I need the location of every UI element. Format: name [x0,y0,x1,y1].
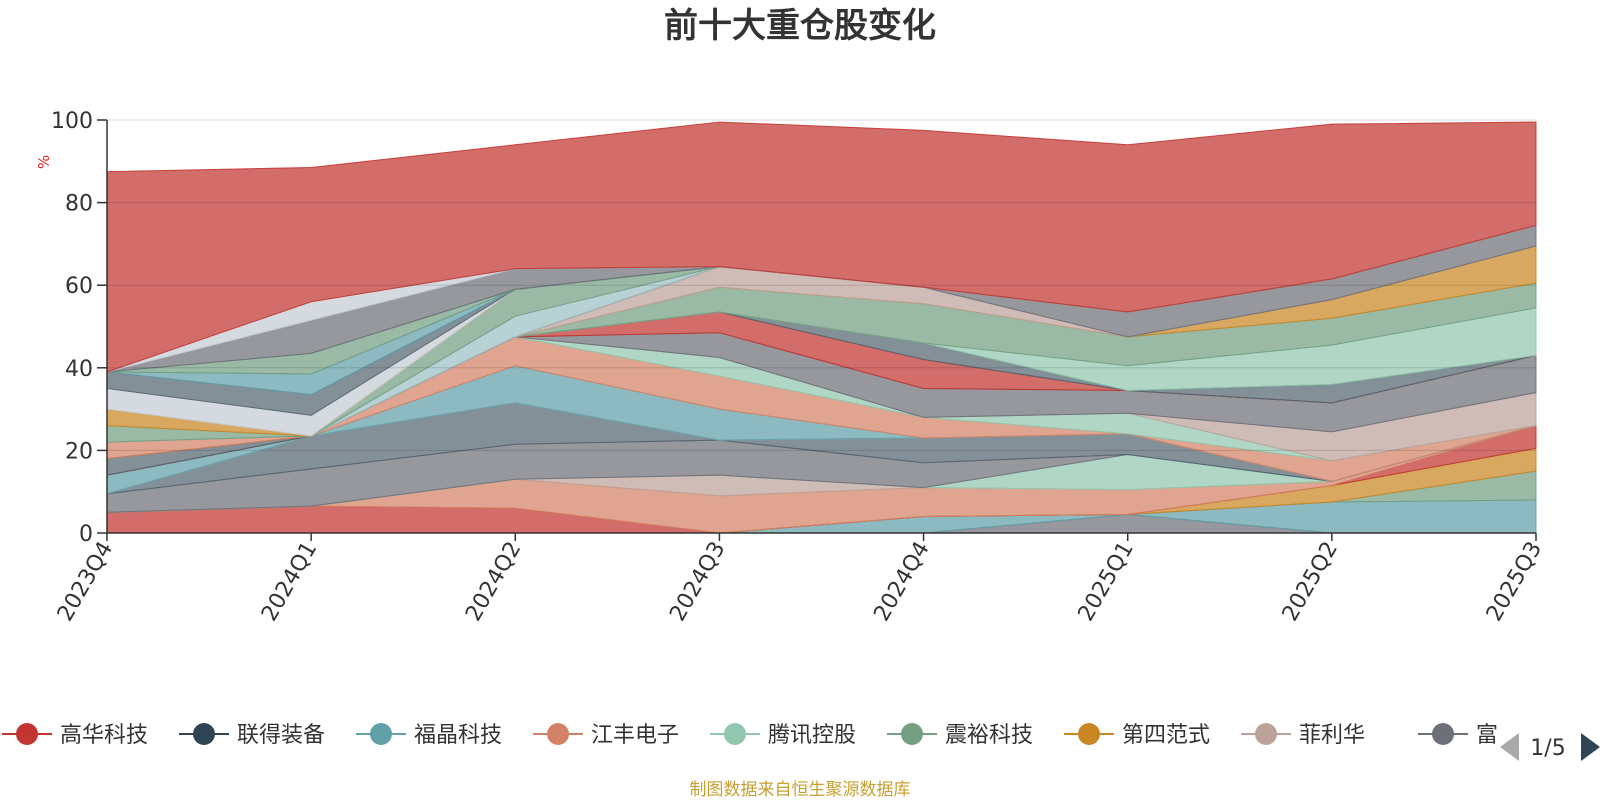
legend-label: 江丰电子 [591,723,679,748]
legend-label: 腾讯控股 [768,723,856,748]
y-tick-label: 80 [65,192,93,217]
legend-label: 震裕科技 [945,723,1033,748]
legend-item[interactable]: 富 [1418,723,1498,748]
legend-label: 高华科技 [60,723,148,748]
x-tick-label: 2025Q3 [1482,538,1547,626]
y-gridlines [107,119,1536,451]
x-tick-label: 2025Q2 [1278,538,1343,626]
x-tick-label: 2024Q3 [665,538,730,626]
x-tick-label: 2024Q2 [461,538,526,626]
legend-label: 福晶科技 [414,723,502,748]
legend-label: 第四范式 [1122,723,1210,748]
area-series-s35 [106,121,1537,373]
legend-item[interactable]: 震裕科技 [887,723,1033,748]
legend-next-icon[interactable] [1581,733,1600,761]
y-axis-label: % [35,155,53,169]
legend-prev-icon[interactable] [1500,733,1519,761]
legend-marker-icon [1078,723,1100,745]
y-tick-label: 0 [79,522,93,547]
legend-item[interactable]: 菲利华 [1241,723,1365,748]
chart-title: 前十大重仓股变化 [664,6,936,46]
legend-marker-icon [1432,723,1454,745]
legend-item[interactable]: 腾讯控股 [710,723,856,748]
legend: 高华科技 联得装备 福晶科技 江丰电子 腾讯控股 震裕科技 第四范式 菲利华 富 [2,723,1498,748]
legend-item[interactable]: 江丰电子 [533,723,679,748]
legend-marker-icon [547,723,569,745]
legend-label: 富 [1476,723,1498,748]
x-tick-label: 2025Q1 [1074,538,1139,626]
source-note: 制图数据来自恒生聚源数据库 [690,780,911,800]
legend-marker-icon [901,723,923,745]
y-tick-label: 100 [51,109,93,134]
x-tick-label: 2023Q4 [53,538,118,626]
x-tick-label: 2024Q1 [257,538,322,626]
legend-marker-icon [1255,723,1277,745]
legend-page-indicator: 1/5 [1530,736,1565,761]
legend-label: 联得装备 [237,723,325,748]
legend-item[interactable]: 福晶科技 [356,723,502,748]
area-layers [106,121,1537,534]
legend-item[interactable]: 第四范式 [1064,723,1210,748]
legend-marker-icon [193,723,215,745]
y-tick-label: 60 [65,274,93,299]
y-tick-label: 20 [65,439,93,464]
legend-item[interactable]: 高华科技 [2,723,148,748]
legend-marker-icon [16,723,38,745]
y-tick-label: 40 [65,357,93,382]
legend-item[interactable]: 联得装备 [179,723,325,748]
legend-marker-icon [370,723,392,745]
x-tick-label: 2024Q4 [869,538,934,626]
legend-label: 菲利华 [1299,723,1365,748]
legend-pager: 1/5 [1500,733,1600,761]
legend-marker-icon [724,723,746,745]
